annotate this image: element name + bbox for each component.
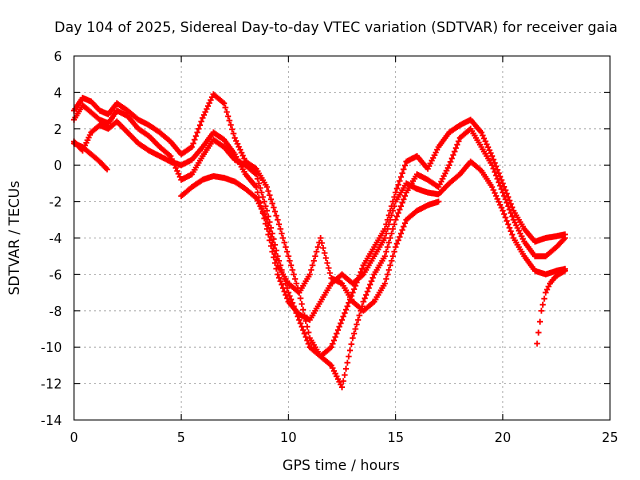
y-tick-label: -12: [41, 378, 62, 393]
y-tick-label: -14: [41, 414, 62, 429]
y-tick-label: 0: [54, 159, 62, 174]
y-tick-label: -2: [49, 196, 62, 211]
x-tick-label: 15: [387, 431, 404, 446]
x-axis-label: GPS time / hours: [282, 458, 399, 474]
y-tick-label: 6: [54, 50, 62, 65]
y-tick-label: -4: [49, 232, 62, 247]
y-tick-label: 4: [54, 86, 62, 101]
axis-ticks: 0 5 10 15 20 25 -14 -12 -10 -8 -6 -4 -2 0 2 4 6: [41, 50, 619, 446]
y-tick-label: -6: [49, 268, 62, 283]
x-tick-label: 10: [280, 431, 297, 446]
y-tick-label: 2: [54, 123, 62, 138]
y-tick-label: -10: [41, 341, 62, 356]
plus-markers: [534, 267, 568, 347]
y-tick-label: -8: [49, 305, 62, 320]
chart-title: Day 104 of 2025, Sidereal Day-to-day VTE…: [54, 20, 617, 36]
grid: [74, 56, 610, 420]
series-track-5: [534, 267, 568, 347]
x-tick-label: 20: [495, 431, 512, 446]
y-axis-label: SDTVAR / TECUs: [7, 181, 23, 296]
x-tick-label: 0: [70, 431, 78, 446]
series-track-3: [71, 118, 568, 323]
x-tick-label: 25: [602, 431, 619, 446]
data-marks: [71, 91, 568, 391]
x-tick-label: 5: [177, 431, 185, 446]
plus-markers: [71, 118, 568, 323]
